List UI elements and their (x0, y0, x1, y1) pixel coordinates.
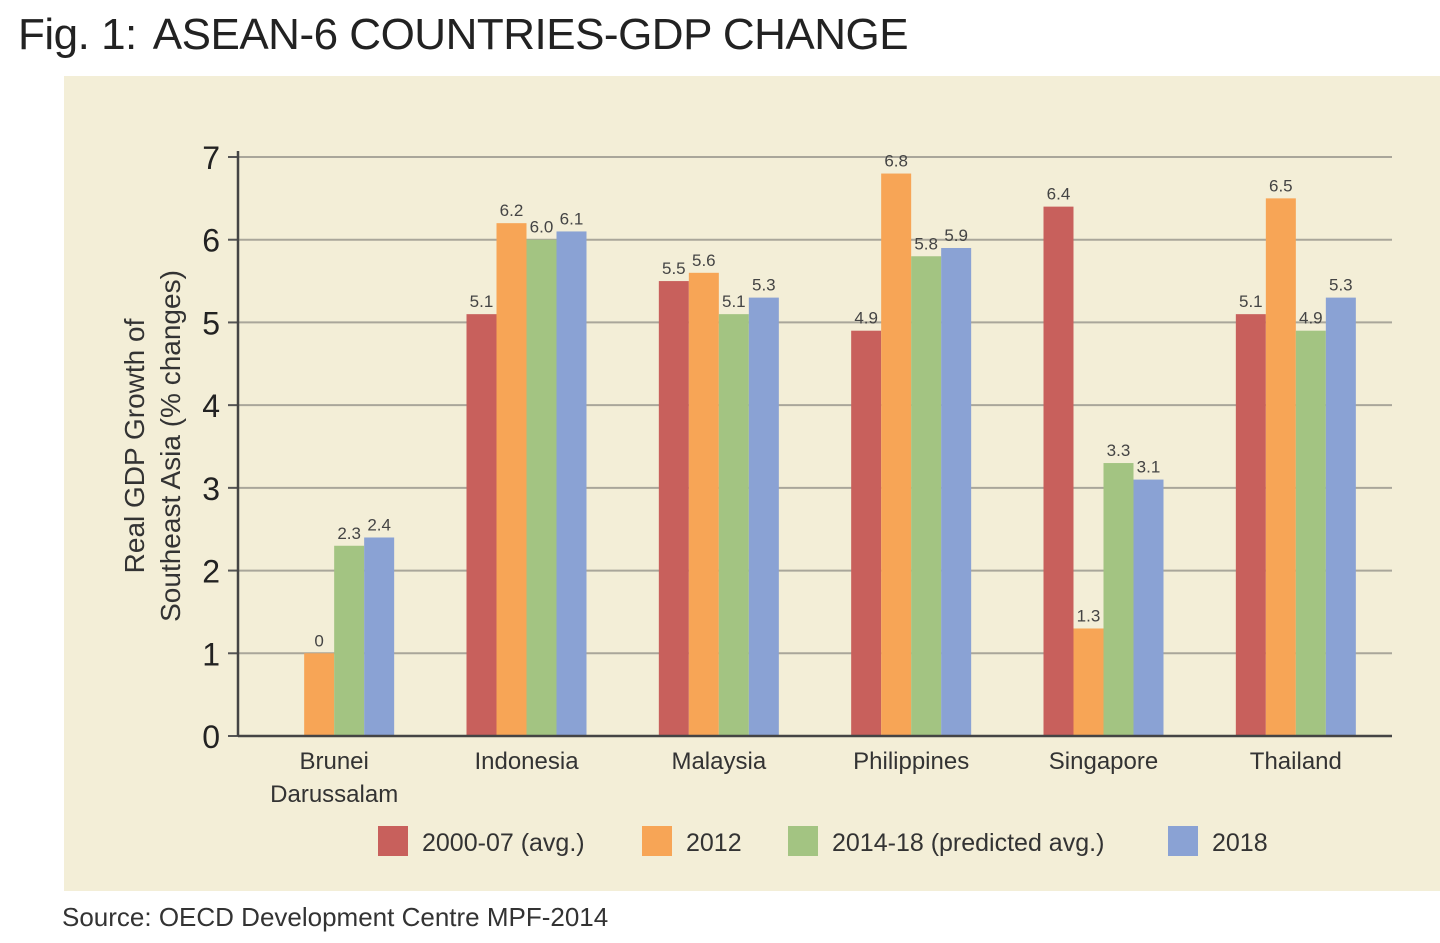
bar (466, 314, 497, 736)
bar (556, 231, 587, 736)
y-tick-label: 2 (202, 554, 220, 590)
bar (941, 247, 972, 736)
y-tick-label: 1 (202, 636, 220, 672)
data-label: 5.8 (914, 234, 938, 253)
data-label: 5.1 (1239, 292, 1263, 311)
data-label: 5.1 (722, 292, 746, 311)
bars: 0 2.3 2.4 5.1 6.2 6.0 6.1 5.5 5.6 5.1 5.3 4.9 6.8 5.8… (304, 152, 1356, 737)
data-label: 5.6 (692, 251, 716, 270)
y-tick-labels: 0 1 2 3 4 5 6 7 (202, 140, 220, 755)
figure-title-text: ASEAN-6 COUNTRIES-GDP CHANGE (152, 10, 909, 59)
data-label: 2.4 (367, 515, 391, 534)
x-tick-label: Indonesia (474, 748, 579, 775)
bar (688, 272, 719, 736)
axes (228, 151, 1392, 738)
bar (881, 173, 912, 736)
data-label: 1.3 (1077, 606, 1101, 625)
bar (1235, 314, 1266, 736)
x-tick-label: Singapore (1049, 748, 1158, 775)
y-tick-label: 4 (202, 388, 220, 424)
y-tick-label: 0 (202, 719, 220, 755)
y-tick-label: 7 (202, 140, 220, 176)
legend-label: 2018 (1212, 829, 1268, 857)
data-label: 5.1 (470, 292, 494, 311)
legend: 2000-07 (avg.) 2012 2014-18 (predicted avg… (378, 826, 1268, 857)
chart-panel: 0 2.3 2.4 5.1 6.2 6.0 6.1 5.5 5.6 5.1 5.3 4.9 6.8 5.8… (64, 76, 1440, 891)
bar (1103, 463, 1134, 736)
bar (526, 239, 557, 736)
y-axis-title-text: Real GDP Growth of Southeast Asia (% chan… (119, 270, 186, 622)
legend-swatch (378, 826, 408, 856)
y-axis-title-line: Southeast Asia (% changes) (155, 270, 186, 622)
data-label: 6.2 (500, 201, 524, 220)
data-label: 6.1 (560, 209, 584, 228)
data-label: 0 (314, 631, 323, 650)
legend-swatch (1168, 826, 1198, 856)
data-label: 4.9 (854, 309, 878, 328)
data-label: 5.3 (752, 276, 776, 295)
bar (911, 256, 942, 736)
legend-label: 2012 (686, 829, 742, 857)
data-label: 2.3 (337, 524, 361, 543)
bar (1325, 297, 1356, 736)
bar (334, 545, 365, 736)
figure-title: Fig. 1: ASEAN-6 COUNTRIES-GDP CHANGE (18, 10, 909, 60)
x-tick-label: Philippines (853, 748, 969, 775)
y-tick-label: 5 (202, 305, 220, 341)
x-tick-label: Darussalam (270, 781, 398, 808)
data-label: 6.5 (1269, 176, 1293, 195)
data-label: 5.3 (1329, 276, 1353, 295)
x-tick-label: Brunei (299, 748, 368, 775)
data-label: 4.9 (1299, 309, 1323, 328)
legend-label: 2014-18 (predicted avg.) (832, 829, 1104, 857)
bar (1295, 330, 1326, 736)
bar (658, 281, 689, 736)
figure-number: Fig. 1: (18, 10, 137, 59)
data-label: 5.5 (662, 259, 686, 278)
y-tick-label: 3 (202, 471, 220, 507)
data-label: 6.4 (1047, 185, 1071, 204)
x-tick-label: Malaysia (671, 748, 766, 775)
data-label: 3.3 (1107, 441, 1131, 460)
data-label: 3.1 (1137, 458, 1161, 477)
data-label: 5.9 (944, 226, 968, 245)
x-tick-label: Thailand (1250, 748, 1342, 775)
bar (1265, 198, 1296, 736)
bar (1073, 628, 1104, 736)
bar (1043, 206, 1074, 737)
legend-swatch (788, 826, 818, 856)
y-axis-title: Real GDP Growth of Southeast Asia (% chan… (119, 270, 186, 622)
y-axis-title-line: Real GDP Growth of (119, 318, 150, 573)
legend-label: 2000-07 (avg.) (422, 829, 585, 857)
bar (304, 653, 335, 736)
bar (718, 314, 749, 736)
bar-chart: 0 2.3 2.4 5.1 6.2 6.0 6.1 5.5 5.6 5.1 5.3 4.9 6.8 5.8… (119, 140, 1392, 857)
legend-swatch (642, 826, 672, 856)
x-tick-labels: Brunei Darussalam Indonesia Malaysia Philipp… (270, 748, 1342, 808)
bar (851, 330, 882, 736)
y-tick-label: 6 (202, 223, 220, 259)
bar (748, 297, 779, 736)
data-label: 6.8 (884, 152, 908, 171)
data-label: 6.0 (530, 218, 554, 237)
source-note: Source: OECD Development Centre MPF-2014 (62, 902, 609, 932)
grid-lines (238, 156, 1392, 655)
bar (496, 223, 527, 736)
bar (1133, 479, 1164, 736)
bar (364, 537, 395, 736)
